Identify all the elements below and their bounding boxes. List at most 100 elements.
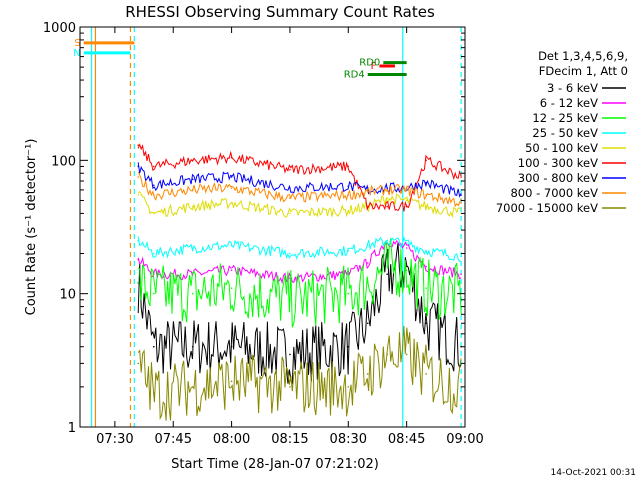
data-point (289, 212, 291, 215)
legend-label-1: 6 - 12 keV (540, 96, 598, 110)
legend-label-2: 12 - 25 keV (532, 111, 598, 125)
data-point (347, 209, 350, 212)
data-point (460, 273, 462, 275)
series-4 (137, 190, 462, 219)
data-point (152, 292, 155, 295)
data-point (191, 205, 194, 208)
data-point (137, 258, 140, 261)
data-point (405, 199, 408, 202)
data-point (366, 373, 369, 375)
data-point (289, 298, 291, 301)
data-point (386, 239, 388, 242)
data-point (366, 262, 369, 264)
data-point (366, 191, 369, 193)
series-7 (137, 171, 462, 208)
y-tick-label-2: 100 (51, 154, 76, 169)
data-point (191, 159, 194, 162)
data-point (289, 353, 291, 356)
y-axis: 1 10 100 1000 (43, 21, 465, 436)
series-line-7 (137, 171, 462, 208)
data-point (191, 247, 194, 249)
footer-timestamp: 14-Oct-2021 00:31 (551, 468, 636, 478)
series-5 (137, 143, 462, 212)
x-tick-label-1: 07:45 (155, 432, 192, 447)
data-point (137, 194, 140, 196)
x-axis-label: Start Time (28-Jan-07 07:21:02) (171, 457, 379, 472)
data-point (405, 353, 408, 356)
annotation-label-1: N (73, 48, 80, 59)
x-tick-label-3: 08:15 (271, 432, 308, 447)
x-tick-label-6: 09:00 (446, 432, 483, 447)
data-point (366, 282, 369, 284)
legend-header-0: Det 1,3,4,5,6,9, (538, 49, 628, 63)
data-point (230, 187, 233, 189)
data-point (289, 197, 291, 199)
data-point (405, 205, 408, 208)
data-point (405, 189, 408, 191)
data-point (289, 187, 291, 189)
data-point (289, 168, 291, 171)
data-point (425, 322, 427, 325)
series-line-8 (137, 325, 462, 421)
legend-label-8: 7000 - 15000 keV (496, 201, 598, 215)
legend-label-7: 800 - 7000 keV (510, 186, 598, 200)
series-3 (137, 236, 462, 263)
data-point (191, 178, 194, 181)
data-point (230, 244, 233, 247)
data-point (152, 184, 155, 187)
series-group (137, 143, 462, 421)
data-point (347, 292, 350, 295)
legend-label-5: 100 - 300 keV (518, 156, 598, 170)
data-point (230, 345, 233, 348)
legend-label-4: 50 - 100 keV (525, 141, 598, 155)
data-point (386, 187, 388, 189)
data-point (152, 165, 155, 168)
data-point (347, 165, 350, 168)
data-point (405, 269, 408, 271)
series-line-5 (137, 143, 462, 212)
data-point (137, 239, 140, 242)
data-point (152, 252, 155, 255)
data-point (425, 373, 427, 375)
legend-label-0: 3 - 6 keV (547, 81, 598, 95)
data-point (230, 202, 233, 204)
data-point (386, 265, 388, 268)
data-point (460, 202, 462, 204)
data-point (137, 176, 140, 178)
data-point (191, 292, 194, 295)
data-point (405, 242, 408, 244)
annotation-label-3: RD0 (359, 58, 380, 69)
data-point (347, 386, 350, 388)
data-point (386, 273, 388, 275)
data-point (347, 194, 350, 196)
data-point (230, 380, 233, 383)
data-point (386, 197, 388, 199)
chart-title: RHESSI Observing Summary Count Rates (125, 3, 435, 21)
data-point (152, 345, 155, 348)
data-point (347, 185, 350, 187)
x-tick-label-5: 08:45 (388, 432, 425, 447)
data-point (386, 353, 388, 356)
data-point (152, 194, 155, 196)
data-point (230, 269, 233, 271)
data-point (405, 247, 408, 249)
data-point (289, 252, 291, 255)
data-point (230, 287, 233, 289)
data-point (347, 249, 350, 252)
data-point (152, 392, 155, 394)
y-tick-label-0: 1 (68, 421, 76, 436)
series-line-3 (137, 236, 462, 263)
y-tick-label-3: 1000 (43, 21, 76, 36)
data-point (460, 176, 462, 178)
data-point (425, 265, 427, 268)
data-point (230, 156, 233, 159)
x-tick-label-0: 07:30 (96, 432, 133, 447)
y-tick-label-1: 10 (59, 288, 76, 303)
x-tick-label-4: 08:30 (330, 432, 367, 447)
annotation-label-4: RD4 (344, 70, 365, 81)
x-tick-label-2: 08:00 (213, 432, 250, 447)
plot-frame (79, 26, 466, 428)
data-point (289, 386, 291, 388)
